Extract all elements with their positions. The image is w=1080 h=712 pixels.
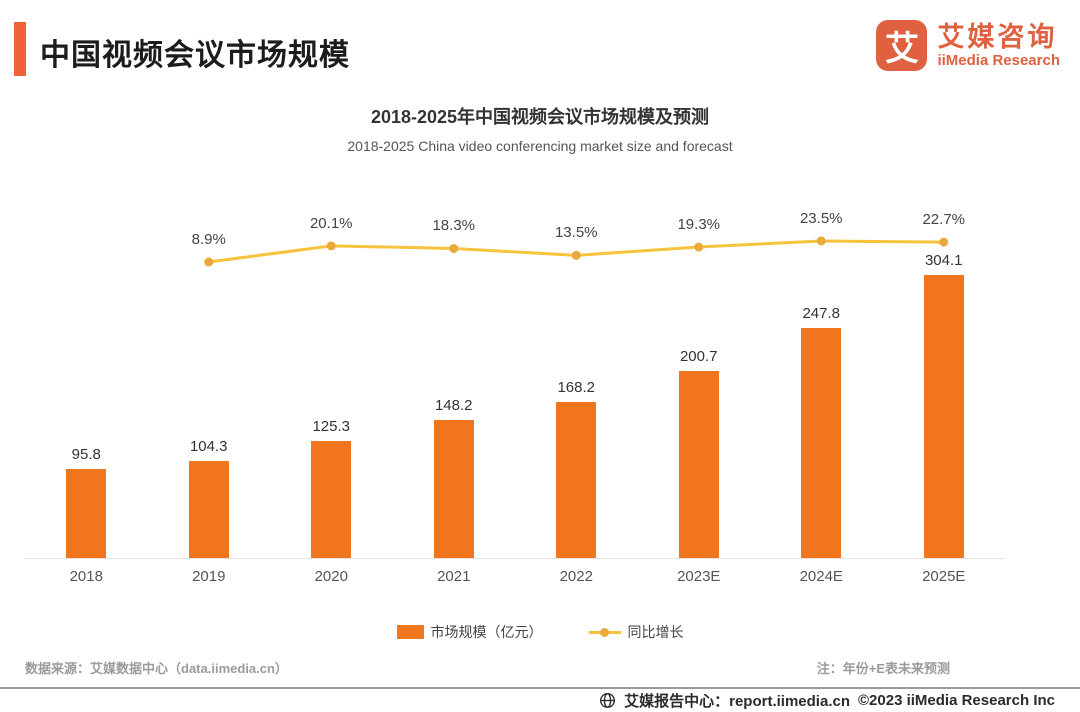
x-axis-label: 2020 <box>314 568 348 585</box>
bar <box>433 420 474 558</box>
growth-value-label: 23.5% <box>799 209 843 227</box>
bar-columns: 95.8 104.3 125.3 148.2 168.2 200.7 247.8 304.1 <box>25 198 1005 558</box>
chart-title: 2018-2025年中国视频会议市场规模及预测 <box>370 107 710 127</box>
bar-column: 168.2 <box>515 198 638 558</box>
brand-logo: 艾 艾媒咨询 iiMedia Research <box>876 20 1060 71</box>
x-axis-label: 2018 <box>69 568 103 585</box>
x-axis: 2018 2019 2020 2021 2022 2023E 2024E 2025E <box>25 568 1005 585</box>
bar <box>801 327 842 558</box>
bar <box>923 275 964 558</box>
logo-text: 艾媒咨询 iiMedia Research <box>937 22 1060 70</box>
growth-point <box>326 241 336 251</box>
growth-point <box>694 242 704 252</box>
growth-value-label: 19.3% <box>677 216 721 234</box>
globe-icon <box>600 693 616 708</box>
x-axis-label: 2023E <box>677 568 721 585</box>
page-title: 中国视频会议市场规模 <box>40 39 350 72</box>
growth-value-label: 13.5% <box>554 224 598 242</box>
chart-subtitle: 2018-2025 China video conferencing marke… <box>347 138 733 154</box>
bar <box>311 441 352 558</box>
bar-column: 104.3 <box>148 198 271 558</box>
footer-copyright: ©2023 iiMedia Research Inc <box>858 692 1055 709</box>
growth-point <box>449 243 459 253</box>
source-note: 数据来源：艾媒数据中心（data.iimedia.cn） <box>25 661 288 676</box>
bar <box>556 401 597 558</box>
footer-site: 艾媒报告中心：report.iimedia.cn <box>624 693 850 710</box>
bar-swatch-icon <box>396 625 424 639</box>
bar-value-label: 125.3 <box>312 418 351 436</box>
bar-column: 200.7 <box>638 198 761 558</box>
growth-point <box>939 237 949 247</box>
logo-name-en: iiMedia Research <box>937 51 1060 69</box>
growth-value-label: 8.9% <box>191 231 226 248</box>
bar-value-label: 200.7 <box>679 348 718 366</box>
bar-column: 95.8 <box>25 198 148 558</box>
growth-point <box>204 257 214 267</box>
legend-label-market-size: 市场规模（亿元） <box>430 624 543 640</box>
footer: 艾媒报告中心：report.iimedia.cn ©2023 iiMedia R… <box>0 687 1080 712</box>
bar <box>678 371 719 558</box>
legend: 市场规模（亿元） 同比增长 <box>0 622 1080 642</box>
plot-area: 95.8 104.3 125.3 148.2 168.2 200.7 247.8 304.1 … <box>25 198 1005 559</box>
x-axis-label: 2021 <box>437 568 471 585</box>
growth-point <box>816 236 826 246</box>
legend-item-growth: 同比增长 <box>588 622 684 642</box>
x-axis-label: 2019 <box>192 568 226 585</box>
bar-value-label: 247.8 <box>802 304 841 322</box>
forecast-note: 注：年份+E表未来预测 <box>816 661 950 676</box>
bar <box>188 461 229 558</box>
bar-column: 304.1 <box>883 198 1006 558</box>
growth-value-label: 18.3% <box>432 217 476 235</box>
footnotes: 数据来源：艾媒数据中心（data.iimedia.cn） 注：年份+E表未来预测 <box>0 658 1080 678</box>
x-axis-label: 2022 <box>559 568 593 585</box>
header: 中国视频会议市场规模 艾 艾媒咨询 iiMedia Research <box>14 20 1066 80</box>
bar-value-label: 95.8 <box>71 445 101 463</box>
x-axis-label: 2024E <box>799 568 843 585</box>
bar-column: 247.8 <box>760 198 883 558</box>
legend-label-growth: 同比增长 <box>627 624 684 640</box>
growth-point <box>571 250 581 260</box>
accent-bar <box>14 22 26 76</box>
line-marker-icon <box>588 627 621 637</box>
bar-column: 125.3 <box>270 198 393 558</box>
bar-value-label: 104.3 <box>189 438 228 456</box>
bar <box>66 468 107 558</box>
bar-column: 148.2 <box>393 198 516 558</box>
growth-value-label: 22.7% <box>922 211 966 229</box>
bar-value-label: 148.2 <box>434 397 473 415</box>
bar-value-label: 168.2 <box>557 378 596 396</box>
logo-name-cn: 艾媒咨询 <box>937 21 1058 52</box>
x-axis-label: 2025E <box>922 568 966 585</box>
growth-value-label: 20.1% <box>309 214 353 232</box>
growth-line-svg <box>204 236 949 267</box>
logo-mark-icon: 艾 <box>876 20 928 71</box>
bar-value-label: 304.1 <box>924 252 963 270</box>
legend-item-market-size: 市场规模（亿元） <box>396 622 543 642</box>
